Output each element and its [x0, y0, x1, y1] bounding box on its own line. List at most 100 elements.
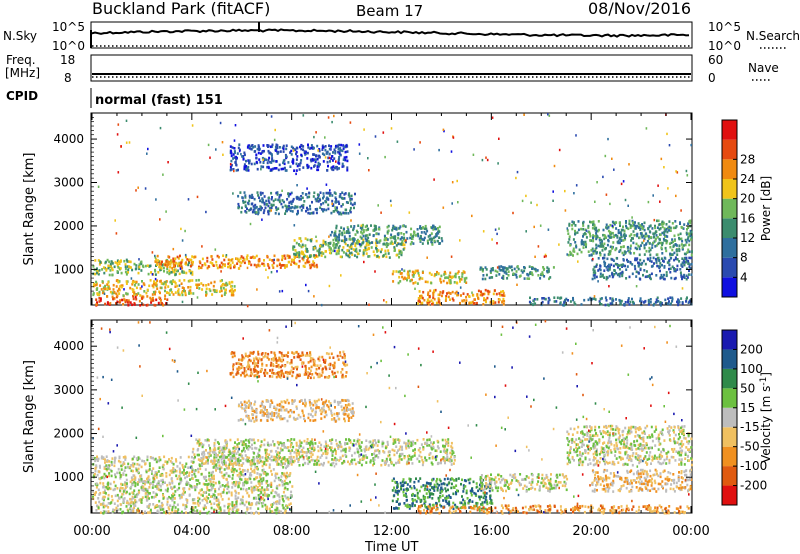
velocity-cell-0-1188 — [185, 483, 188, 486]
power-cell-4-49 — [341, 255, 343, 259]
power-cell-7-200 — [328, 147, 331, 151]
power-cell-5-109 — [329, 233, 332, 237]
power-cell-1-23 — [220, 285, 223, 289]
power-cell-0-18 — [150, 301, 153, 304]
power-cell-2-149 — [128, 265, 131, 268]
power-cell-5-228 — [343, 227, 345, 231]
power-cell-0-38 — [116, 294, 119, 298]
power-cell-1-210 — [125, 282, 128, 285]
power-cell-3-24 — [210, 255, 213, 258]
power-cell-11-185 — [678, 244, 681, 247]
power-cell-7-54 — [315, 154, 318, 157]
power-cell-11-174 — [681, 248, 684, 251]
power-cell-6-255 — [284, 204, 287, 208]
power-cell-6-16 — [310, 211, 313, 215]
power-cell-11-237 — [639, 227, 642, 231]
velocity-cell-0-19 — [155, 476, 158, 479]
velocity-cell-1-247 — [335, 462, 338, 466]
velocity-cell-0-1169 — [163, 511, 165, 514]
power-cell-6-148 — [254, 206, 257, 210]
power-cell-12-205 — [658, 265, 661, 269]
power-cell-4-188 — [342, 251, 345, 254]
power-cell-4-104 — [339, 255, 342, 259]
velocity-cell-0-995 — [131, 462, 134, 465]
power-cell-1-181 — [215, 289, 218, 292]
power-cell-6-248 — [319, 206, 322, 209]
power-cell-7-328 — [298, 163, 300, 166]
power-cell-8-54 — [398, 275, 401, 279]
power-speckle-203 — [631, 216, 633, 219]
power-cell-11-53 — [657, 242, 660, 246]
power-cell-7-128 — [295, 162, 298, 166]
velocity-cell-0-105 — [134, 484, 137, 488]
power-cell-13-89 — [666, 302, 669, 305]
power-cell-12-213 — [607, 269, 610, 272]
power-cell-12-231 — [593, 274, 596, 277]
velocity-cell-0-885 — [204, 504, 206, 508]
power-cell-4-30 — [327, 242, 330, 245]
power-cell-11-329 — [570, 252, 573, 255]
velocity-cell-0-1196 — [172, 492, 175, 496]
power-cell-8-107 — [406, 272, 409, 276]
power-cell-10-43 — [500, 265, 503, 268]
power-cell-6-105 — [341, 191, 344, 194]
velocity-cell-0-675 — [171, 481, 174, 485]
velocity-cell-0-519 — [274, 474, 277, 477]
velocity-cell-0-340 — [212, 470, 214, 474]
power-cell-6-277 — [334, 192, 337, 195]
power-cell-8-9 — [458, 276, 461, 279]
velocity-cell-0-478 — [217, 458, 220, 462]
power-cell-6-273 — [278, 200, 281, 204]
power-cell-1-149 — [165, 280, 168, 283]
power-cell-8-28 — [456, 272, 459, 275]
velocity-cell-0-814 — [242, 474, 245, 477]
power-cell-8-50 — [440, 281, 443, 284]
velocity-cell-0-860 — [200, 493, 203, 497]
velocity-cell-1-184 — [303, 461, 306, 465]
power-cell-0-26 — [134, 295, 137, 299]
power-speckle-180 — [643, 239, 645, 242]
power-colorbar-cell-0 — [722, 277, 737, 297]
power-cell-4-159 — [383, 238, 386, 242]
velocity-cell-0-1111 — [263, 488, 266, 492]
power-cell-13-100 — [564, 303, 567, 307]
power-cell-12-220 — [627, 260, 630, 263]
power-cell-4-180 — [335, 252, 338, 255]
power-cell-7-244 — [343, 156, 346, 159]
power-speckle-255 — [620, 182, 623, 186]
power-cell-4-24 — [354, 242, 357, 245]
velocity-cell-0-1127 — [158, 499, 161, 503]
power-cell-11-302 — [688, 232, 691, 235]
velocity-cell-0-809 — [276, 484, 279, 488]
power-cell-5-135 — [364, 237, 367, 240]
power-cell-13-19 — [655, 300, 658, 304]
velocity-cell-0-91 — [227, 504, 230, 507]
velocity-cell-0-367 — [283, 482, 286, 486]
power-cell-1-216 — [117, 280, 120, 284]
power-cell-3-128 — [306, 259, 309, 262]
power-cell-7-169 — [233, 147, 236, 150]
power-cell-7-6 — [302, 166, 305, 169]
power-cell-6-249 — [275, 208, 278, 212]
power-cell-10-34 — [502, 267, 505, 271]
power-cell-11-263 — [646, 239, 649, 243]
power-cell-6-196 — [332, 203, 335, 206]
power-cell-7-132 — [287, 161, 290, 164]
power-cell-11-200 — [637, 226, 640, 229]
velocity-cell-0-454 — [160, 501, 163, 505]
velocity-cell-1-143 — [330, 448, 333, 452]
power-cell-7-233 — [324, 148, 327, 152]
power-cell-4-163 — [373, 253, 376, 257]
power-cell-11-341 — [639, 232, 642, 235]
power-cell-2-83 — [127, 271, 129, 274]
power-cell-12-197 — [611, 273, 614, 276]
velocity-cell-0-887 — [235, 500, 238, 504]
power-cell-12-86 — [631, 272, 634, 276]
velocity-cell-1-209 — [240, 440, 243, 443]
power-cell-3-217 — [307, 260, 309, 264]
power-cell-7-324 — [337, 161, 340, 165]
power-speckle-19 — [125, 119, 128, 122]
power-cell-0-70 — [118, 300, 121, 304]
velocity-cell-0-1227 — [130, 500, 133, 504]
power-cell-12-75 — [676, 268, 679, 271]
